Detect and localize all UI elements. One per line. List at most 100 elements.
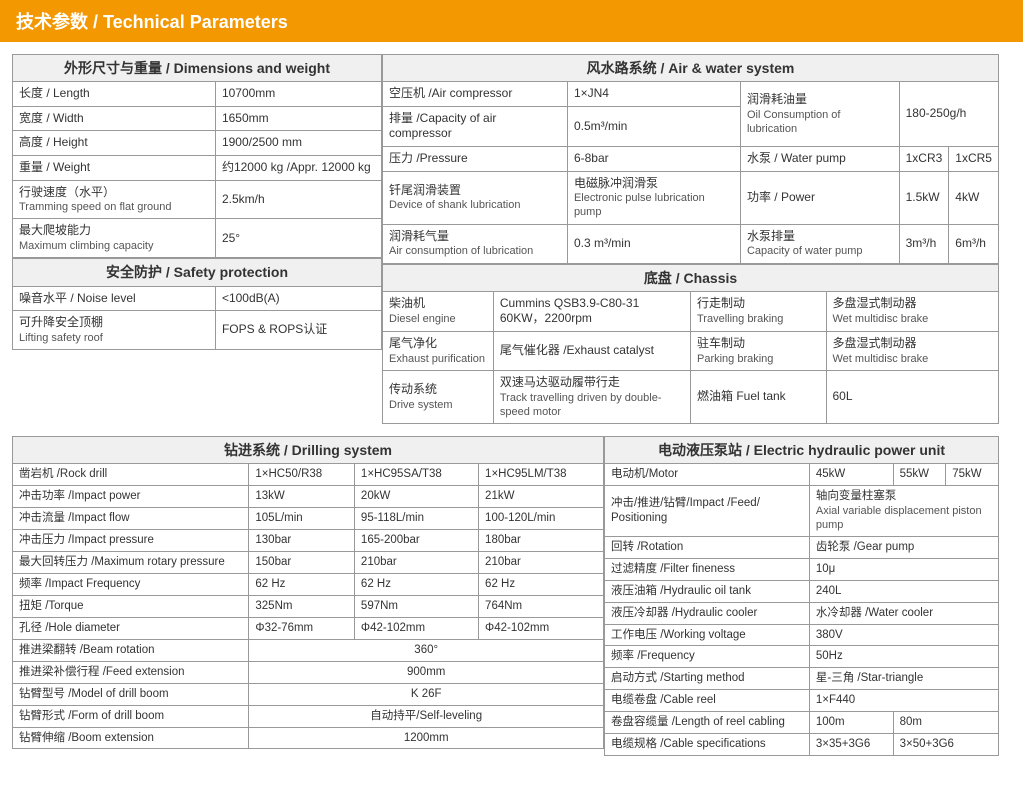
table-row: 钻臂型号 /Model of drill boom K 26F [13, 683, 604, 705]
param-value: 0.5m³/min [567, 106, 740, 146]
param-label: 液压油箱 /Hydraulic oil tank [605, 580, 810, 602]
param-value: 62 Hz [354, 573, 478, 595]
table-row: 重量 / Weight约12000 kg /Appr. 12000 kg [13, 155, 382, 180]
param-value: 764Nm [479, 595, 604, 617]
param-label: 钻臂伸缩 /Boom extension [13, 727, 249, 749]
param-label: 润滑耗气量Air consumption of lubrication [383, 224, 568, 263]
table-row: 推进梁翻转 /Beam rotation 360° [13, 639, 604, 661]
param-value: 6m³/h [949, 224, 999, 263]
param-value: 自动持平/Self-leveling [249, 705, 604, 727]
param-label: 孔径 /Hole diameter [13, 617, 249, 639]
param-label: 工作电压 /Working voltage [605, 624, 810, 646]
param-value: 13kW [249, 486, 355, 508]
param-value: 1×JN4 [567, 82, 740, 107]
param-value: 95-118L/min [354, 508, 478, 530]
table-row: 行驶速度（水平）Tramming speed on flat ground2.5… [13, 180, 382, 219]
param-value: 55kW [893, 464, 946, 486]
table-row: 噪音水平 / Noise level<100dB(A) [13, 286, 382, 311]
param-value: 双速马达驱动履带行走Track travelling driven by dou… [493, 370, 690, 423]
table-row: 宽度 / Width1650mm [13, 106, 382, 131]
table-row: 频率 /Impact Frequency 62 Hz 62 Hz 62 Hz [13, 573, 604, 595]
page: 技术参数 / Technical Parameters 外形尺寸与重量 / Di… [0, 0, 1023, 768]
hydraulic-table: 电动液压泵站 / Electric hydraulic power unit 电… [604, 436, 999, 756]
table-row: 空压机 /Air compressor 1×JN4 润滑耗油量Oil Consu… [383, 82, 999, 107]
param-value: 210bar [354, 552, 478, 574]
param-value: 电磁脉冲润滑泵Electronic pulse lubrication pump [567, 171, 740, 224]
param-value: 1200mm [249, 727, 604, 749]
param-value: 62 Hz [249, 573, 355, 595]
table-row: 最大回转压力 /Maximum rotary pressure 150bar 2… [13, 552, 604, 574]
param-value: 100m [809, 712, 893, 734]
table-row: 凿岩机 /Rock drill 1×HC50/R38 1×HC95SA/T38 … [13, 464, 604, 486]
param-value: 1xCR5 [949, 146, 999, 171]
table-row: 冲击压力 /Impact pressure 130bar 165-200bar … [13, 530, 604, 552]
param-label: 最大爬坡能力Maximum climbing capacity [13, 219, 216, 258]
param-value: Cummins QSB3.9-C80-31 60KW，2200rpm [493, 291, 690, 331]
param-label: 卷盘容缆量 /Length of reel cabling [605, 712, 810, 734]
param-value: Φ42-102mm [479, 617, 604, 639]
param-value: 75kW [946, 464, 999, 486]
param-label: 冲击流量 /Impact flow [13, 508, 249, 530]
param-value: 10μ [809, 558, 998, 580]
table-row: 钻臂形式 /Form of drill boom 自动持平/Self-level… [13, 705, 604, 727]
table-row: 冲击功率 /Impact power 13kW 20kW 21kW [13, 486, 604, 508]
table-row: 频率 /Frequency 50Hz [605, 646, 999, 668]
param-value: 180bar [479, 530, 604, 552]
param-label: 空压机 /Air compressor [383, 82, 568, 107]
table-row: 电缆规格 /Cable specifications 3×35+3G6 3×50… [605, 734, 999, 756]
param-label: 功率 / Power [740, 171, 899, 224]
param-value: 25° [215, 219, 381, 258]
param-value: 150bar [249, 552, 355, 574]
table-row: 推进梁补偿行程 /Feed extension 900mm [13, 661, 604, 683]
param-value: 325Nm [249, 595, 355, 617]
param-label: 推进梁翻转 /Beam rotation [13, 639, 249, 661]
table-row: 扭矩 /Torque 325Nm 597Nm 764Nm [13, 595, 604, 617]
table-row: 压力 /Pressure 6-8bar 水泵 / Water pump 1xCR… [383, 146, 999, 171]
param-label: 行驶速度（水平）Tramming speed on flat ground [13, 180, 216, 219]
param-value: 1×HC95LM/T38 [479, 464, 604, 486]
param-label: 钻臂型号 /Model of drill boom [13, 683, 249, 705]
param-label: 启动方式 /Starting method [605, 668, 810, 690]
chassis-table: 底盘 / Chassis 柴油机Diesel engine Cummins QS… [382, 264, 999, 424]
param-label: 润滑耗油量Oil Consumption of lubrication [740, 82, 899, 147]
param-value: Φ32-76mm [249, 617, 355, 639]
param-value: 21kW [479, 486, 604, 508]
param-label: 电缆规格 /Cable specifications [605, 734, 810, 756]
param-label: 传动系统Drive system [383, 370, 494, 423]
param-label: 冲击压力 /Impact pressure [13, 530, 249, 552]
table-row: 工作电压 /Working voltage 380V [605, 624, 999, 646]
param-value: 60L [826, 370, 999, 423]
param-value: 4kW [949, 171, 999, 224]
param-value: FOPS & ROPS认证 [215, 311, 381, 350]
param-value: 尾气催化器 /Exhaust catalyst [493, 332, 690, 371]
param-label: 宽度 / Width [13, 106, 216, 131]
param-value: 1×F440 [809, 690, 998, 712]
param-value: 2.5km/h [215, 180, 381, 219]
table-row: 电缆卷盘 /Cable reel 1×F440 [605, 690, 999, 712]
table-row: 液压冷却器 /Hydraulic cooler 水冷却器 /Water cool… [605, 602, 999, 624]
param-value: <100dB(A) [215, 286, 381, 311]
param-label: 水泵 / Water pump [740, 146, 899, 171]
param-label: 冲击/推进/钻臂/Impact /Feed/ Positioning [605, 486, 810, 537]
table-row: 传动系统Drive system 双速马达驱动履带行走Track travell… [383, 370, 999, 423]
param-value: 20kW [354, 486, 478, 508]
table-row: 电动机/Motor 45kW 55kW 75kW [605, 464, 999, 486]
param-label: 行走制动Travelling braking [690, 291, 826, 331]
table-row: 可升降安全顶棚Lifting safety roofFOPS & ROPS认证 [13, 311, 382, 350]
param-label: 推进梁补偿行程 /Feed extension [13, 661, 249, 683]
table-row: 润滑耗气量Air consumption of lubrication 0.3 … [383, 224, 999, 263]
param-label: 长度 / Length [13, 82, 216, 107]
table-row: 冲击流量 /Impact flow 105L/min 95-118L/min 1… [13, 508, 604, 530]
param-label: 压力 /Pressure [383, 146, 568, 171]
param-value: 3×35+3G6 [809, 734, 893, 756]
param-label: 频率 /Impact Frequency [13, 573, 249, 595]
param-value: 6-8bar [567, 146, 740, 171]
table-row: 高度 / Height1900/2500 mm [13, 131, 382, 156]
param-value: 约12000 kg /Appr. 12000 kg [215, 155, 381, 180]
param-value: 597Nm [354, 595, 478, 617]
param-value: 齿轮泵 /Gear pump [809, 536, 998, 558]
table-row: 卷盘容缆量 /Length of reel cabling 100m 80m [605, 712, 999, 734]
param-label: 凿岩机 /Rock drill [13, 464, 249, 486]
table-row: 最大爬坡能力Maximum climbing capacity25° [13, 219, 382, 258]
table-row: 冲击/推进/钻臂/Impact /Feed/ Positioning 轴向变量柱… [605, 486, 999, 537]
